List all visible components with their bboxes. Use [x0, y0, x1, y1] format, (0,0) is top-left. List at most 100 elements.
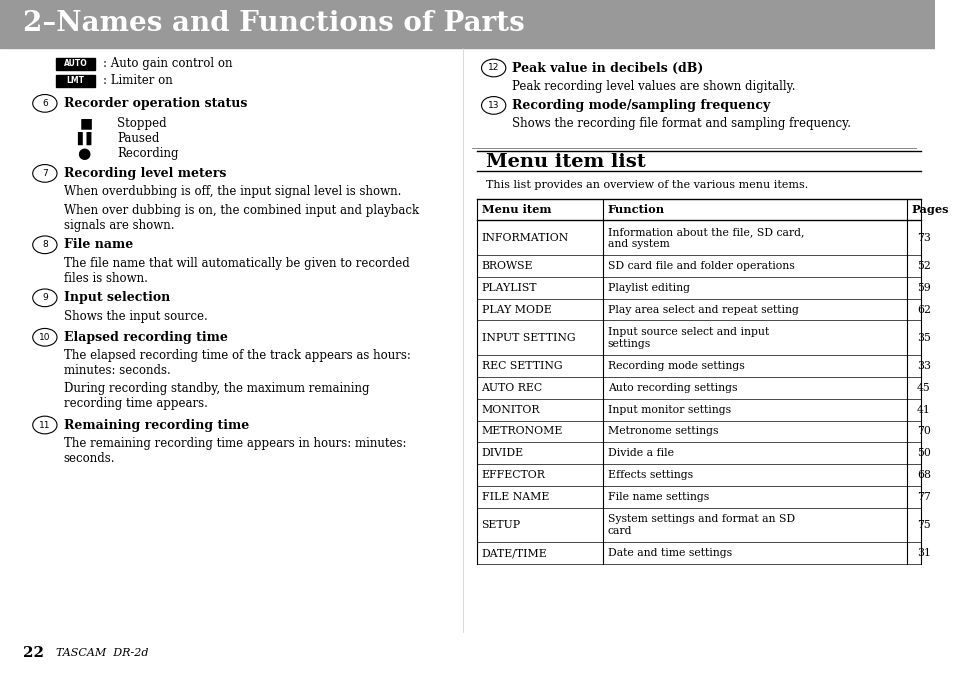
Text: AUTO REC: AUTO REC	[481, 383, 542, 393]
Text: 31: 31	[916, 548, 930, 558]
Bar	[476, 464, 943, 486]
Text: 35: 35	[916, 333, 930, 343]
Text: This list provides an overview of the various menu items.: This list provides an overview of the va…	[486, 180, 807, 190]
Text: Pages: Pages	[911, 204, 948, 215]
Text: ▌▌: ▌▌	[77, 132, 97, 146]
Text: Function: Function	[607, 204, 664, 215]
Text: 33: 33	[916, 361, 930, 371]
Bar	[476, 398, 943, 420]
Text: Divide a file: Divide a file	[607, 448, 673, 458]
Text: Stopped: Stopped	[117, 117, 167, 131]
Text: SETUP: SETUP	[481, 520, 520, 530]
Text: When overdubbing is off, the input signal level is shown.: When overdubbing is off, the input signa…	[64, 185, 400, 199]
Text: 73: 73	[916, 233, 930, 243]
Text: signals are shown.: signals are shown.	[64, 218, 173, 232]
Text: 11: 11	[39, 420, 51, 430]
Text: Play area select and repeat setting: Play area select and repeat setting	[607, 305, 798, 315]
Text: Date and time settings: Date and time settings	[607, 548, 731, 558]
Text: AUTO: AUTO	[64, 59, 88, 69]
Text: Playlist editing: Playlist editing	[607, 283, 689, 293]
Bar	[476, 199, 943, 220]
Text: 13: 13	[487, 101, 499, 110]
Text: Input selection: Input selection	[64, 291, 170, 305]
Bar	[476, 220, 943, 255]
Text: settings: settings	[607, 339, 650, 349]
Text: ■: ■	[79, 117, 92, 131]
Bar	[476, 320, 943, 355]
Bar	[476, 442, 943, 464]
Text: The elapsed recording time of the track appears as hours:: The elapsed recording time of the track …	[64, 349, 410, 362]
Text: TASCAM  DR-2d: TASCAM DR-2d	[56, 648, 149, 658]
Text: : Auto gain control on: : Auto gain control on	[103, 57, 233, 71]
Text: DATE/TIME: DATE/TIME	[481, 548, 547, 558]
Text: minutes: seconds.: minutes: seconds.	[64, 364, 171, 377]
Text: 45: 45	[916, 383, 930, 393]
Bar	[56, 75, 95, 87]
Text: 7: 7	[42, 169, 48, 178]
Text: Menu item list: Menu item list	[486, 153, 645, 171]
Bar	[476, 543, 943, 564]
Text: 6: 6	[42, 99, 48, 108]
Text: 50: 50	[916, 448, 930, 458]
Text: : Limiter on: : Limiter on	[103, 74, 172, 88]
Text: Information about the file, SD card,: Information about the file, SD card,	[607, 227, 803, 237]
Text: Input source select and input: Input source select and input	[607, 327, 768, 337]
Text: 68: 68	[916, 470, 930, 480]
Text: 10: 10	[39, 333, 51, 342]
Text: SD card file and folder operations: SD card file and folder operations	[607, 261, 794, 271]
Text: The remaining recording time appears in hours: minutes:: The remaining recording time appears in …	[64, 437, 406, 450]
Text: PLAY MODE: PLAY MODE	[481, 305, 551, 315]
Bar	[476, 355, 943, 377]
Text: INPUT SETTING: INPUT SETTING	[481, 333, 575, 343]
Text: INFORMATION: INFORMATION	[481, 233, 568, 243]
Text: 8: 8	[42, 240, 48, 250]
Text: REC SETTING: REC SETTING	[481, 361, 561, 371]
Bar	[476, 420, 943, 442]
Text: DIVIDE: DIVIDE	[481, 448, 523, 458]
Text: During recording standby, the maximum remaining: During recording standby, the maximum re…	[64, 382, 369, 396]
Text: Menu item: Menu item	[481, 204, 551, 215]
Bar	[476, 507, 943, 543]
Text: 77: 77	[916, 492, 930, 502]
Text: Recording level meters: Recording level meters	[64, 167, 226, 180]
Text: Recording: Recording	[117, 147, 178, 160]
Text: Input monitor settings: Input monitor settings	[607, 405, 730, 415]
Text: BROWSE: BROWSE	[481, 261, 533, 271]
Text: 2–Names and Functions of Parts: 2–Names and Functions of Parts	[24, 10, 524, 37]
Bar	[0, 0, 934, 48]
Text: Peak recording level values are shown digitally.: Peak recording level values are shown di…	[512, 80, 795, 93]
Text: Recording mode settings: Recording mode settings	[607, 361, 743, 371]
Text: File name settings: File name settings	[607, 492, 708, 502]
Text: Recording mode/sampling frequency: Recording mode/sampling frequency	[512, 99, 770, 112]
Text: 22: 22	[24, 646, 45, 660]
Text: ●: ●	[77, 146, 91, 161]
Bar	[476, 377, 943, 398]
Text: Remaining recording time: Remaining recording time	[64, 418, 249, 432]
Text: recording time appears.: recording time appears.	[64, 397, 207, 411]
Text: 70: 70	[916, 426, 930, 437]
Text: and system: and system	[607, 239, 669, 249]
Text: Auto recording settings: Auto recording settings	[607, 383, 737, 393]
Text: Metronome settings: Metronome settings	[607, 426, 718, 437]
Text: Elapsed recording time: Elapsed recording time	[64, 330, 227, 344]
Text: Peak value in decibels (dB): Peak value in decibels (dB)	[512, 61, 703, 75]
Text: 75: 75	[916, 520, 930, 530]
Text: 41: 41	[916, 405, 930, 415]
Text: File name: File name	[64, 238, 132, 252]
Text: card: card	[607, 526, 632, 536]
Bar	[476, 277, 943, 299]
Text: Shows the input source.: Shows the input source.	[64, 309, 207, 323]
Text: 62: 62	[916, 305, 930, 315]
Text: FILE NAME: FILE NAME	[481, 492, 548, 502]
Text: Recorder operation status: Recorder operation status	[64, 97, 247, 110]
Bar	[476, 255, 943, 277]
Text: When over dubbing is on, the combined input and playback: When over dubbing is on, the combined in…	[64, 203, 418, 217]
Text: 9: 9	[42, 293, 48, 303]
Text: files is shown.: files is shown.	[64, 271, 148, 285]
Text: Paused: Paused	[117, 132, 159, 146]
Text: METRONOME: METRONOME	[481, 426, 562, 437]
Text: Effects settings: Effects settings	[607, 470, 692, 480]
Bar	[476, 299, 943, 320]
Text: seconds.: seconds.	[64, 452, 115, 465]
Text: 52: 52	[916, 261, 930, 271]
